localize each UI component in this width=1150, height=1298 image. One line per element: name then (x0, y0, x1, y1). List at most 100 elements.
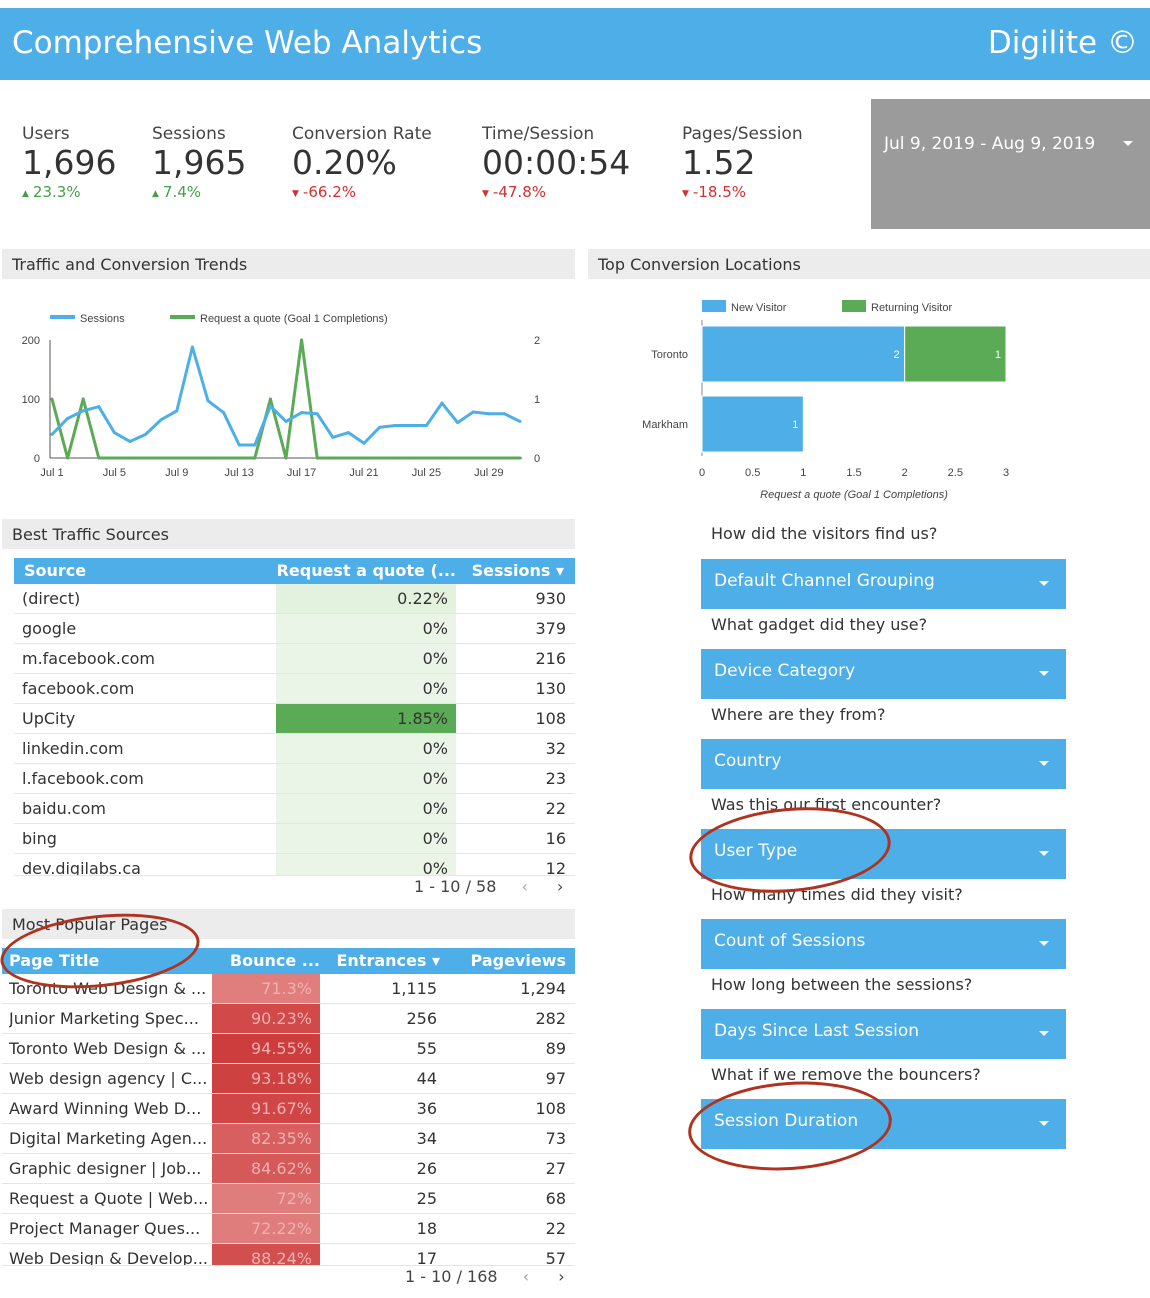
date-range-picker[interactable]: Jul 9, 2019 - Aug 9, 2019 (871, 99, 1150, 229)
cell-bounce-rate: 84.62% (212, 1154, 320, 1183)
table-row[interactable]: Project Manager Ques... 72.22% 18 22 (2, 1214, 575, 1244)
sessions-point (206, 399, 210, 403)
cell-page-title: Toronto Web Design & ... (9, 1039, 207, 1058)
dropdown-session-duration[interactable]: Session Duration (701, 1099, 1066, 1149)
sessions-point (175, 409, 179, 413)
table-row[interactable]: google 0% 379 (14, 614, 575, 644)
cell-sessions: 130 (535, 679, 566, 698)
chevron-down-icon (1039, 941, 1049, 946)
chevron-down-icon (1039, 1031, 1049, 1036)
goal-point (518, 456, 522, 460)
table-row[interactable]: dev.digilabs.ca 0% 12 (14, 854, 575, 876)
y-tick-label: 0 (34, 453, 40, 465)
table-row[interactable]: Request a Quote | Web... 72% 25 68 (2, 1184, 575, 1214)
next-page-icon[interactable]: › (558, 1267, 565, 1286)
cell-pageviews: 282 (535, 1009, 566, 1028)
table-row[interactable]: l.facebook.com 0% 23 (14, 764, 575, 794)
goal-point (190, 456, 194, 460)
cell-bounce-rate: 93.18% (212, 1064, 320, 1093)
column-header-request-quote[interactable]: Request a quote (... (276, 561, 456, 580)
dropdown-default-channel-grouping[interactable]: Default Channel Grouping (701, 559, 1066, 609)
previous-page-icon[interactable]: ‹ (522, 1267, 530, 1286)
table-row[interactable]: UpCity 1.85% 108 (14, 704, 575, 734)
table-row[interactable]: m.facebook.com 0% 216 (14, 644, 575, 674)
cell-source: google (22, 619, 77, 638)
dropdown-days-since-last-session[interactable]: Days Since Last Session (701, 1009, 1066, 1059)
dropdown-device-category[interactable]: Device Category (701, 649, 1066, 699)
column-header-page-title[interactable]: Page Title (9, 951, 100, 970)
cell-page-title: Web design agency | C... (9, 1069, 208, 1088)
cell-sessions: 32 (545, 739, 566, 758)
filter-question-session-duration: What if we remove the bouncers? (711, 1065, 981, 1084)
goal-point (409, 456, 413, 460)
cell-entrances: 17 (416, 1249, 437, 1266)
y-right-tick-label: 2 (534, 335, 540, 347)
table-row[interactable]: linkedin.com 0% 32 (14, 734, 575, 764)
cell-entrances: 18 (416, 1219, 437, 1238)
sessions-point (378, 425, 382, 429)
filter-question-channel: How did the visitors find us? (711, 524, 938, 543)
column-header-bounce[interactable]: Bounce ... (229, 951, 320, 970)
cell-request-quote-rate: 0% (276, 674, 456, 703)
dropdown-count-of-sessions[interactable]: Count of Sessions (701, 919, 1066, 969)
dropdown-label: Country (714, 751, 782, 771)
x-tick-label: 2.5 (948, 467, 963, 479)
goal-point (456, 456, 460, 460)
sessions-point (253, 443, 257, 447)
filter-question-device: What gadget did they use? (711, 615, 928, 634)
kpi-change-value: 7.4% (162, 183, 202, 201)
goal-point (222, 456, 226, 460)
table-row[interactable]: Web Design & Develop... 88.24% 17 57 (2, 1244, 575, 1266)
filter-question-days-since: How long between the sessions? (711, 975, 973, 994)
table-row[interactable]: baidu.com 0% 22 (14, 794, 575, 824)
goal-point (97, 456, 101, 460)
cell-source: facebook.com (22, 679, 135, 698)
cell-entrances: 256 (406, 1009, 437, 1028)
sessions-point (97, 405, 101, 409)
cell-page-title: Digital Marketing Agen... (9, 1129, 208, 1148)
column-header-source[interactable]: Source (24, 561, 87, 580)
dropdown-label: Session Duration (714, 1111, 859, 1131)
report-header: Comprehensive Web Analytics Digilite © (0, 8, 1150, 80)
table-row[interactable]: Web design agency | C... 93.18% 44 97 (2, 1064, 575, 1094)
chart-legend: New Visitor Returning Visitor (702, 300, 952, 314)
next-page-icon[interactable]: › (557, 877, 564, 896)
table-row[interactable]: (direct) 0.22% 930 (14, 584, 575, 614)
cell-sessions: 23 (545, 769, 566, 788)
column-header-entrances[interactable]: Entrances ▾ (336, 951, 440, 970)
traffic-sources-table: Source Request a quote (... Sessions ▾ (… (14, 558, 575, 876)
goal-point (315, 456, 319, 460)
table-row[interactable]: Toronto Web Design & ... 94.55% 55 89 (2, 1034, 575, 1064)
table-row[interactable]: Graphic designer | Job... 84.62% 26 27 (2, 1154, 575, 1184)
dropdown-country[interactable]: Country (701, 739, 1066, 789)
kpi-change-value: -47.8% (492, 183, 546, 201)
table-row[interactable]: Junior Marketing Spec... 90.23% 256 282 (2, 1004, 575, 1034)
table-row[interactable]: Digital Marketing Agen... 82.35% 34 73 (2, 1124, 575, 1154)
cell-sessions: 12 (545, 859, 566, 876)
goal-point (128, 456, 132, 460)
cell-page-title: Toronto Web Design & ... (9, 979, 207, 998)
sessions-point (300, 411, 304, 415)
table-row[interactable]: facebook.com 0% 130 (14, 674, 575, 704)
sessions-point (471, 410, 475, 414)
column-header-pageviews[interactable]: Pageviews (470, 951, 566, 970)
sessions-point (502, 412, 506, 416)
series-line-sessions (50, 345, 521, 447)
cell-bounce-rate: 72% (212, 1184, 320, 1213)
cell-sessions: 216 (535, 649, 566, 668)
previous-page-icon[interactable]: ‹ (521, 877, 528, 896)
dropdown-user-type[interactable]: User Type (701, 829, 1066, 879)
table-row[interactable]: Toronto Web Design & ... 71.3% 1,115 1,294 (2, 974, 575, 1004)
date-range-label: Jul 9, 2019 - Aug 9, 2019 (884, 134, 1096, 154)
section-header-sources: Best Traffic Sources (2, 519, 575, 549)
column-header-sessions[interactable]: Sessions ▾ (471, 561, 564, 580)
bar-value-label: 2 (894, 349, 900, 361)
table-row[interactable]: Award Winning Web D... 91.67% 36 108 (2, 1094, 575, 1124)
table-row[interactable]: bing 0% 16 (14, 824, 575, 854)
cell-request-quote-rate: 0% (276, 614, 456, 643)
cell-source: baidu.com (22, 799, 106, 818)
x-tick-label: Jul 9 (165, 467, 188, 479)
chevron-down-icon (1039, 851, 1049, 856)
cell-sessions: 16 (545, 829, 566, 848)
y-right-tick-label: 1 (534, 394, 540, 406)
